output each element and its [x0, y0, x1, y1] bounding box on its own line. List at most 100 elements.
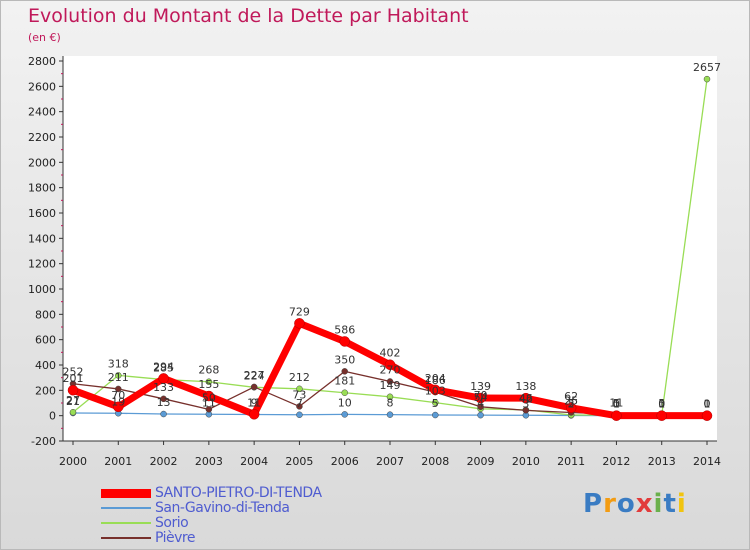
data-label: 139 — [470, 380, 491, 393]
data-point — [115, 385, 122, 393]
data-point — [386, 411, 394, 418]
y-tick-label: 800 — [35, 308, 56, 321]
x-tick-label: 2014 — [693, 455, 721, 468]
data-label: 586 — [334, 323, 355, 336]
data-point — [296, 411, 303, 419]
data-point — [248, 409, 260, 420]
data-point — [656, 410, 667, 421]
data-label: 5 — [658, 397, 665, 410]
x-tick-label: 2010 — [512, 455, 540, 468]
data-label: 224 — [244, 369, 265, 382]
data-label: 0 — [613, 398, 620, 411]
data-point — [113, 401, 124, 413]
data-label: 27 — [66, 394, 80, 407]
logo-letter: x — [635, 489, 654, 519]
data-point — [477, 411, 484, 419]
data-label: 70 — [111, 389, 125, 402]
legend-label: SANTO-PIETRO-DI-TENDA — [155, 485, 322, 501]
y-tick-label: 1800 — [28, 182, 56, 195]
data-label: 25 — [564, 395, 578, 408]
y-tick-label: 1600 — [28, 207, 56, 220]
legend-swatch — [101, 537, 151, 539]
data-point — [205, 378, 213, 385]
data-label: 5 — [568, 397, 575, 410]
data-label: 402 — [380, 347, 401, 360]
data-label: 270 — [380, 363, 401, 376]
logo-letter: t — [663, 489, 677, 519]
x-tick-label: 2011 — [557, 455, 585, 468]
data-label: 10 — [338, 396, 352, 409]
data-point — [250, 383, 258, 391]
y-tick-label: 2400 — [28, 106, 56, 119]
data-label: 0 — [658, 398, 665, 411]
chart-subtitle: (en €) — [28, 31, 61, 44]
data-point — [520, 392, 532, 404]
data-label: 211 — [108, 371, 129, 384]
data-label: 2 — [568, 397, 575, 410]
data-label: 21 — [66, 395, 80, 408]
plot-background — [63, 56, 717, 441]
data-label: 103 — [425, 385, 446, 398]
data-label: 252 — [63, 366, 84, 379]
data-label: 5 — [432, 397, 439, 410]
data-point — [386, 393, 394, 401]
data-point — [115, 372, 122, 379]
data-point — [296, 385, 303, 393]
legend-item-sorio: Sorio — [101, 515, 421, 531]
data-label: 268 — [198, 364, 219, 377]
y-tick-label: 600 — [35, 334, 56, 347]
data-label: 227 — [244, 369, 265, 382]
data-point — [384, 359, 396, 370]
x-tick-label: 2013 — [648, 455, 676, 468]
data-label: 285 — [153, 362, 174, 375]
data-label: 186 — [425, 374, 446, 387]
x-tick-label: 2008 — [421, 455, 449, 468]
data-label: 294 — [153, 360, 174, 373]
y-tick-label: -200 — [31, 435, 56, 448]
data-label: 212 — [289, 371, 310, 384]
data-point — [522, 407, 530, 414]
data-point — [205, 406, 213, 413]
data-label: 133 — [153, 381, 174, 394]
data-label: 46 — [519, 392, 533, 405]
data-label: 13 — [157, 396, 171, 409]
data-label: 138 — [515, 380, 536, 393]
logo-letter: P — [583, 489, 604, 519]
x-tick-label: 2003 — [195, 455, 223, 468]
data-point — [386, 378, 394, 385]
data-label: 73 — [292, 388, 306, 401]
y-tick-label: 200 — [35, 384, 56, 397]
data-label: 1 — [658, 398, 665, 411]
data-label: 50 — [202, 391, 216, 404]
legend-label: Pièvre — [155, 530, 195, 546]
data-point — [703, 75, 711, 83]
data-point — [430, 384, 441, 396]
legend-swatch — [101, 507, 151, 509]
legend-swatch — [101, 522, 151, 524]
data-point — [341, 368, 348, 375]
x-tick-label: 2007 — [376, 455, 404, 468]
data-label: 70 — [474, 389, 488, 402]
data-label: 2657 — [693, 61, 721, 74]
x-tick-label: 2000 — [59, 455, 87, 468]
data-point — [160, 410, 167, 418]
data-label: 3 — [522, 397, 529, 410]
data-label: 42 — [519, 392, 533, 405]
logo-letter: i — [653, 489, 664, 519]
data-label: 155 — [198, 378, 219, 391]
data-label: 149 — [380, 379, 401, 392]
logo-letter: r — [603, 489, 617, 519]
data-point — [341, 411, 348, 418]
x-tick-label: 2006 — [331, 455, 359, 468]
y-tick-label: 1200 — [28, 258, 56, 271]
data-point — [475, 392, 486, 404]
data-point — [341, 389, 348, 396]
y-tick-label: 0 — [49, 410, 56, 423]
data-label: 1 — [704, 398, 711, 411]
legend-label: San-Gavino-di-Tenda — [155, 500, 290, 516]
data-label: 0 — [704, 398, 711, 411]
data-point — [158, 373, 169, 384]
data-label: 204 — [425, 372, 446, 385]
data-point — [296, 403, 303, 410]
